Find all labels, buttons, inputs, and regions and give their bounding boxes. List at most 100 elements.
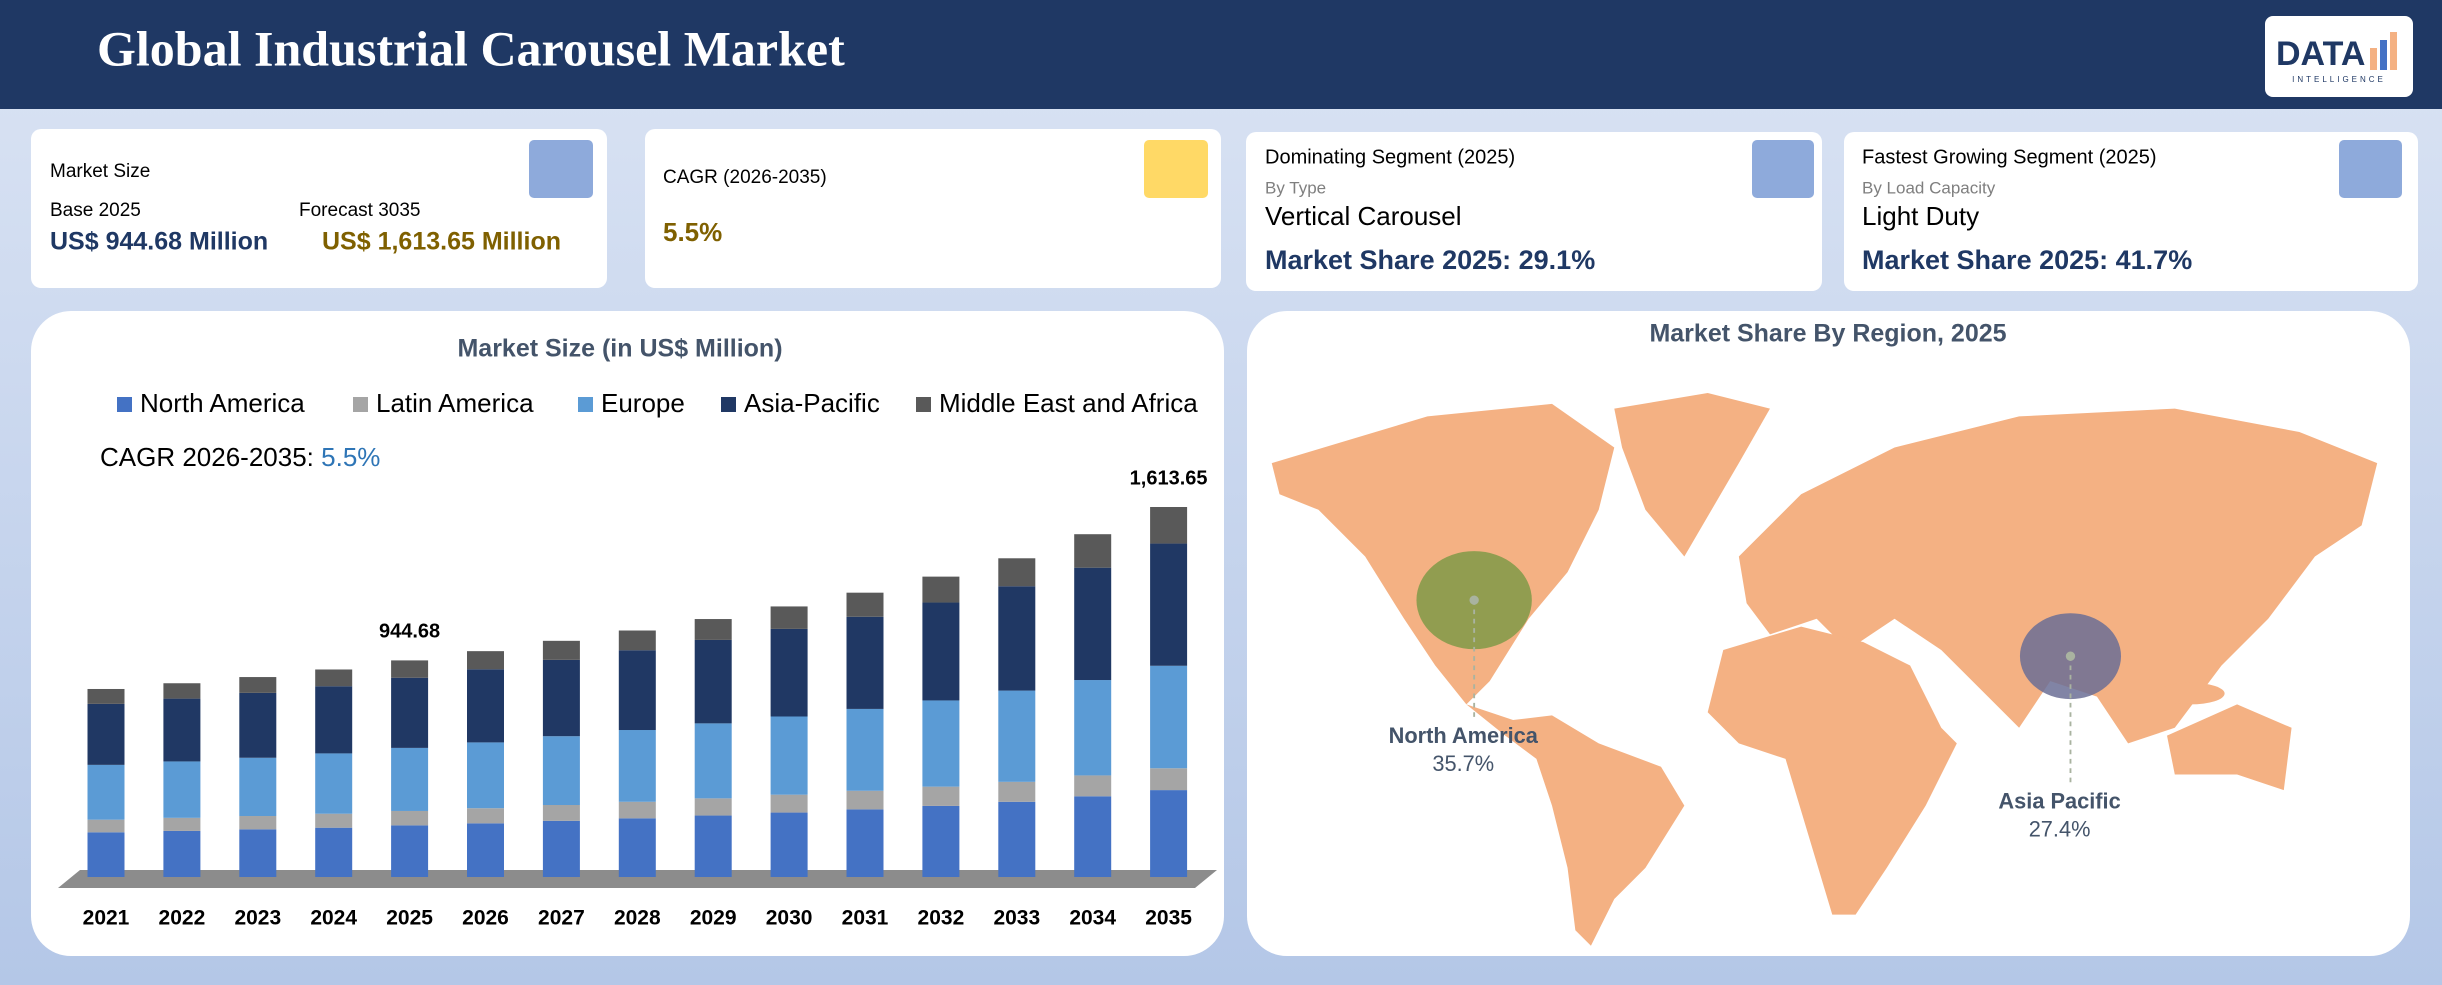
bar-segment: [87, 819, 125, 833]
bar-segment: [87, 703, 125, 765]
bar-segment: [239, 829, 277, 877]
card-value: US$ 1,613.65 Million: [322, 228, 561, 256]
card-icon: [529, 140, 593, 198]
bar-segment: [391, 747, 429, 811]
bar-segment: [846, 809, 884, 877]
bar-segment: [239, 816, 277, 830]
bar-segment: [998, 690, 1036, 782]
page-title: Global Industrial Carousel Market: [97, 20, 845, 76]
bar-segment: [618, 630, 656, 651]
bar-segment: [391, 810, 429, 826]
bar-segment: [1074, 775, 1112, 797]
bar-segment: [467, 669, 504, 743]
region-value: 35.7%: [1432, 751, 1494, 776]
card-subtitle: By Type: [1265, 178, 1326, 197]
card-segment: Light Duty: [1862, 201, 1979, 231]
bar-segment: [618, 730, 656, 802]
bar-segment: [922, 700, 960, 787]
card-segment: Vertical Carousel: [1265, 201, 1462, 231]
bar-segment: [239, 757, 277, 817]
card-value: US$ 944.68 Million: [50, 228, 268, 256]
chart-title: Market Size (in US$ Million): [457, 335, 782, 363]
x-tick-label: 2028: [614, 907, 661, 930]
bar-segment: [315, 813, 353, 828]
bar-segment: [467, 742, 504, 809]
card-share: Market Share 2025: 41.7%: [1862, 245, 2192, 275]
bar-segment: [770, 628, 808, 717]
region-value: 27.4%: [2029, 816, 2091, 841]
bar-segment: [1074, 534, 1112, 568]
map-title: Market Share By Region, 2025: [1649, 320, 2006, 348]
legend-label: Latin America: [376, 388, 534, 418]
bar-segment: [467, 651, 504, 670]
bar-segment: [239, 692, 277, 758]
x-tick-label: 2032: [918, 907, 965, 930]
legend-swatch: [117, 397, 132, 412]
region-name: Asia Pacific: [1998, 788, 2120, 813]
cagr-value: 5.5%: [321, 442, 380, 472]
bar-segment: [998, 781, 1036, 802]
bar-segment: [87, 688, 125, 704]
card: [31, 129, 607, 288]
bar-segment: [542, 805, 580, 821]
continent: [2167, 704, 2292, 791]
logo-icon: [2370, 48, 2377, 70]
card-icon: [1752, 140, 1814, 198]
bar-segment: [315, 753, 353, 814]
bar-segment: [998, 586, 1036, 691]
bar-segment: [542, 659, 580, 737]
continent: [1738, 408, 2378, 744]
card-title: Fastest Growing Segment (2025): [1862, 146, 2157, 168]
bar-segment: [163, 683, 201, 699]
bar-segment: [1150, 768, 1188, 791]
card-share: Market Share 2025: 29.1%: [1265, 245, 1595, 275]
leader-dot: [1469, 595, 1479, 605]
legend-label: Middle East and Africa: [939, 388, 1198, 418]
legend-label: North America: [140, 388, 305, 418]
total-label: 944.68: [379, 621, 440, 643]
bar-segment: [542, 820, 580, 877]
bar-segment: [315, 827, 353, 877]
bar-segment: [922, 602, 960, 701]
card-title: Dominating Segment (2025): [1265, 146, 1515, 168]
x-tick-label: 2025: [386, 907, 433, 930]
bar-segment: [846, 616, 884, 709]
x-tick-label: 2035: [1145, 907, 1192, 930]
x-tick-label: 2031: [842, 907, 889, 930]
bar-segment: [846, 708, 884, 791]
card: [1844, 132, 2418, 291]
bar-segment: [1074, 567, 1112, 681]
bar-segment: [467, 823, 504, 877]
bar-segment: [770, 716, 808, 795]
logo-subtext: INTELLIGENCE: [2292, 75, 2386, 84]
continent: [1707, 626, 1957, 915]
card-title: CAGR (2026-2035): [663, 167, 827, 188]
bar-segment: [1074, 680, 1112, 776]
x-tick-label: 2029: [690, 907, 737, 930]
bar-segment: [1150, 665, 1188, 769]
bar-segment: [770, 606, 808, 629]
world-map: North America 35.7% Asia Pacific 27.4%: [1271, 393, 2378, 946]
bar-segment: [770, 794, 808, 813]
bar-segment: [163, 761, 201, 818]
legend-label: Europe: [601, 388, 685, 418]
bar-segment: [163, 817, 201, 831]
bar-segment: [770, 812, 808, 877]
cagr-note: CAGR 2026-2035: 5.5%: [100, 442, 380, 472]
bar-segment: [391, 660, 429, 678]
legend-swatch: [578, 397, 593, 412]
bar-segment: [1074, 796, 1112, 877]
bar-segment: [846, 790, 884, 810]
x-tick-label: 2034: [1069, 907, 1116, 930]
bar-segment: [87, 764, 125, 820]
continent: [1466, 704, 1685, 946]
bar-segment: [1150, 790, 1188, 877]
bar-segment: [694, 619, 732, 640]
cagr-label: CAGR 2026-2035:: [100, 442, 314, 472]
bar-segment: [694, 798, 732, 816]
bar-segment: [391, 677, 429, 748]
legend-swatch: [721, 397, 736, 412]
bar-segment: [922, 576, 960, 603]
legend-swatch: [353, 397, 368, 412]
island: [2156, 682, 2225, 705]
